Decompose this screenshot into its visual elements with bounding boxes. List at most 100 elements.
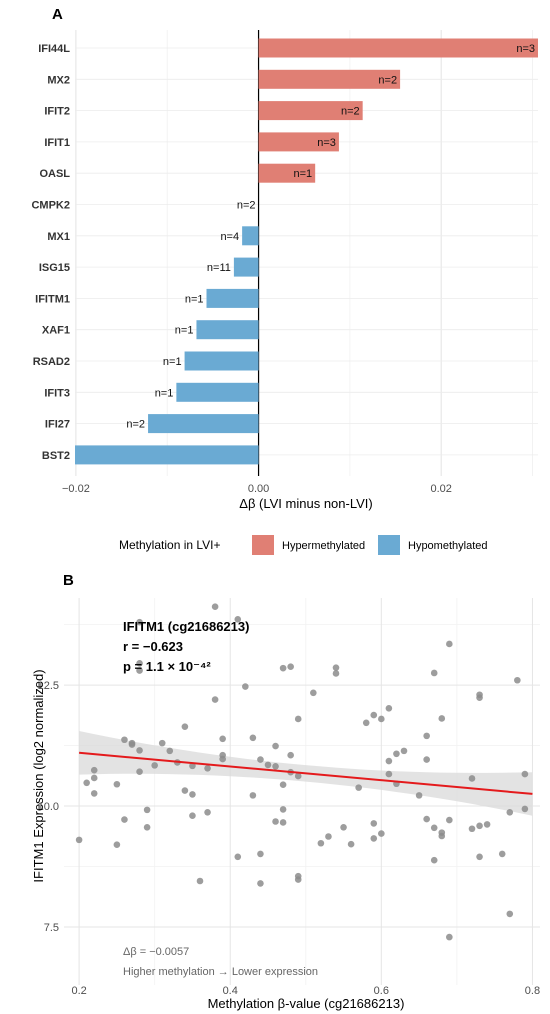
scatter-point (340, 823, 347, 831)
scatter-point (521, 805, 529, 813)
scatter-point (272, 818, 279, 825)
n-label-cmpk2: n=2 (237, 200, 256, 212)
scatter-point (272, 742, 279, 750)
scatter-point (279, 664, 287, 672)
scatter-point (136, 667, 143, 674)
scatter-point (430, 856, 438, 864)
panel-a-x-axis-title: Δβ (LVI minus non-LVI) (239, 496, 372, 511)
gene-label-ifit3: IFIT3 (44, 387, 70, 399)
bar-rsad2 (184, 351, 259, 371)
scatter-point (211, 696, 219, 703)
bar-ifit1 (258, 132, 339, 152)
scatter-point (476, 691, 483, 699)
scatter-point (294, 715, 302, 723)
scatter-point (430, 824, 438, 832)
legend-title: Methylation in LVI+ (119, 538, 221, 552)
n-label-mx1: n=4 (220, 231, 239, 243)
panel-b-y-tick-label: 7.5 (44, 922, 59, 934)
scatter-point (136, 618, 143, 626)
scatter-point (415, 792, 423, 799)
n-label-isg15: n=11 (207, 262, 231, 274)
panel-b-grid (64, 598, 540, 985)
bar-ifi44l (258, 38, 538, 58)
scatter-point (143, 823, 151, 831)
scatter-point (446, 816, 453, 824)
scatter-point (370, 820, 378, 827)
scatter-point (279, 819, 287, 826)
panel-a-x-tick-label: 0.02 (430, 483, 451, 495)
scatter-point (196, 877, 204, 885)
scatter-point (257, 850, 264, 858)
scatter-point (242, 683, 249, 690)
panel-a-legend: Methylation in LVI+ Hypermethylated Hypo… (119, 535, 488, 555)
scatter-point (385, 757, 393, 765)
panel-a-grid (75, 30, 538, 476)
panel-b-annotation-r: r = −0.623 (123, 639, 183, 654)
scatter-point (151, 762, 158, 769)
scatter-point (136, 768, 143, 775)
gene-label-isg15: ISG15 (39, 262, 70, 274)
bar-isg15 (233, 257, 259, 277)
scatter-point (128, 739, 136, 747)
scatter-point (370, 711, 378, 719)
panel-b-y-tick-label: 10.0 (38, 801, 59, 813)
scatter-point (189, 812, 196, 819)
n-label-ifit3: n=1 (155, 387, 174, 399)
legend-swatch-hypomethylated (378, 535, 400, 555)
scatter-point (90, 774, 98, 782)
panel-a-n-labels: n=3 n=2 n=2 n=3 n=1 n=2 n=4 n=11 n=1 n=1 n=1 n=1 n=2 (126, 43, 535, 431)
gene-label-rsad2: RSAD2 (33, 356, 70, 368)
panel-b-x-tick-label: 0.8 (525, 985, 540, 997)
bar-mx2 (258, 69, 401, 89)
n-label-ifitm1: n=1 (185, 293, 204, 305)
n-label-xaf1: n=1 (175, 325, 194, 337)
panel-b-x-tick-label: 0.4 (223, 985, 238, 997)
legend-swatch-hypermethylated (252, 535, 274, 555)
scatter-point (181, 723, 189, 730)
panel-b-annotation-p: p = 1.1 × 10⁻⁴² (123, 659, 211, 674)
bar-ifit2 (258, 101, 363, 121)
scatter-point (355, 784, 362, 791)
scatter-point (294, 772, 302, 780)
scatter-point (136, 660, 143, 667)
scatter-point (158, 739, 166, 747)
scatter-point (90, 766, 98, 774)
legend-label-hypermethylated: Hypermethylated (282, 540, 365, 552)
gene-label-ifi27: IFI27 (45, 419, 70, 431)
panel-a-letter: A (52, 6, 63, 23)
scatter-point (90, 790, 98, 797)
scatter-point (423, 732, 430, 740)
scatter-point (423, 815, 430, 823)
scatter-point (75, 836, 83, 844)
scatter-point (294, 872, 302, 880)
panel-a-x-tick-label: 0.00 (248, 483, 269, 495)
gene-label-mx1: MX1 (47, 231, 70, 243)
bar-bst2 (75, 445, 259, 465)
bar-ifit3 (176, 382, 259, 402)
scatter-point (468, 775, 476, 782)
scatter-point (234, 853, 242, 861)
scatter-point (514, 676, 521, 684)
scatter-point (189, 791, 196, 798)
scatter-point (234, 615, 242, 623)
n-label-mx2: n=2 (378, 74, 397, 86)
bar-oasl (258, 163, 316, 183)
scatter-point (347, 840, 355, 848)
scatter-point (249, 734, 257, 742)
scatter-point (400, 747, 408, 755)
legend-label-hypomethylated: Hypomethylated (408, 540, 488, 552)
scatter-point (166, 747, 174, 755)
scatter-point (181, 787, 189, 794)
scatter-point (332, 664, 340, 671)
scatter-point (476, 853, 483, 861)
panel-b-x-tick-label: 0.2 (71, 985, 86, 997)
gene-label-oasl: OASL (39, 168, 70, 180)
scatter-point (385, 704, 393, 712)
scatter-point (310, 689, 317, 697)
scatter-point (430, 669, 438, 677)
scatter-point (143, 806, 151, 814)
panel-a-bars (75, 38, 538, 465)
gene-label-cmpk2: CMPK2 (31, 200, 70, 212)
scatter-point (423, 756, 430, 763)
